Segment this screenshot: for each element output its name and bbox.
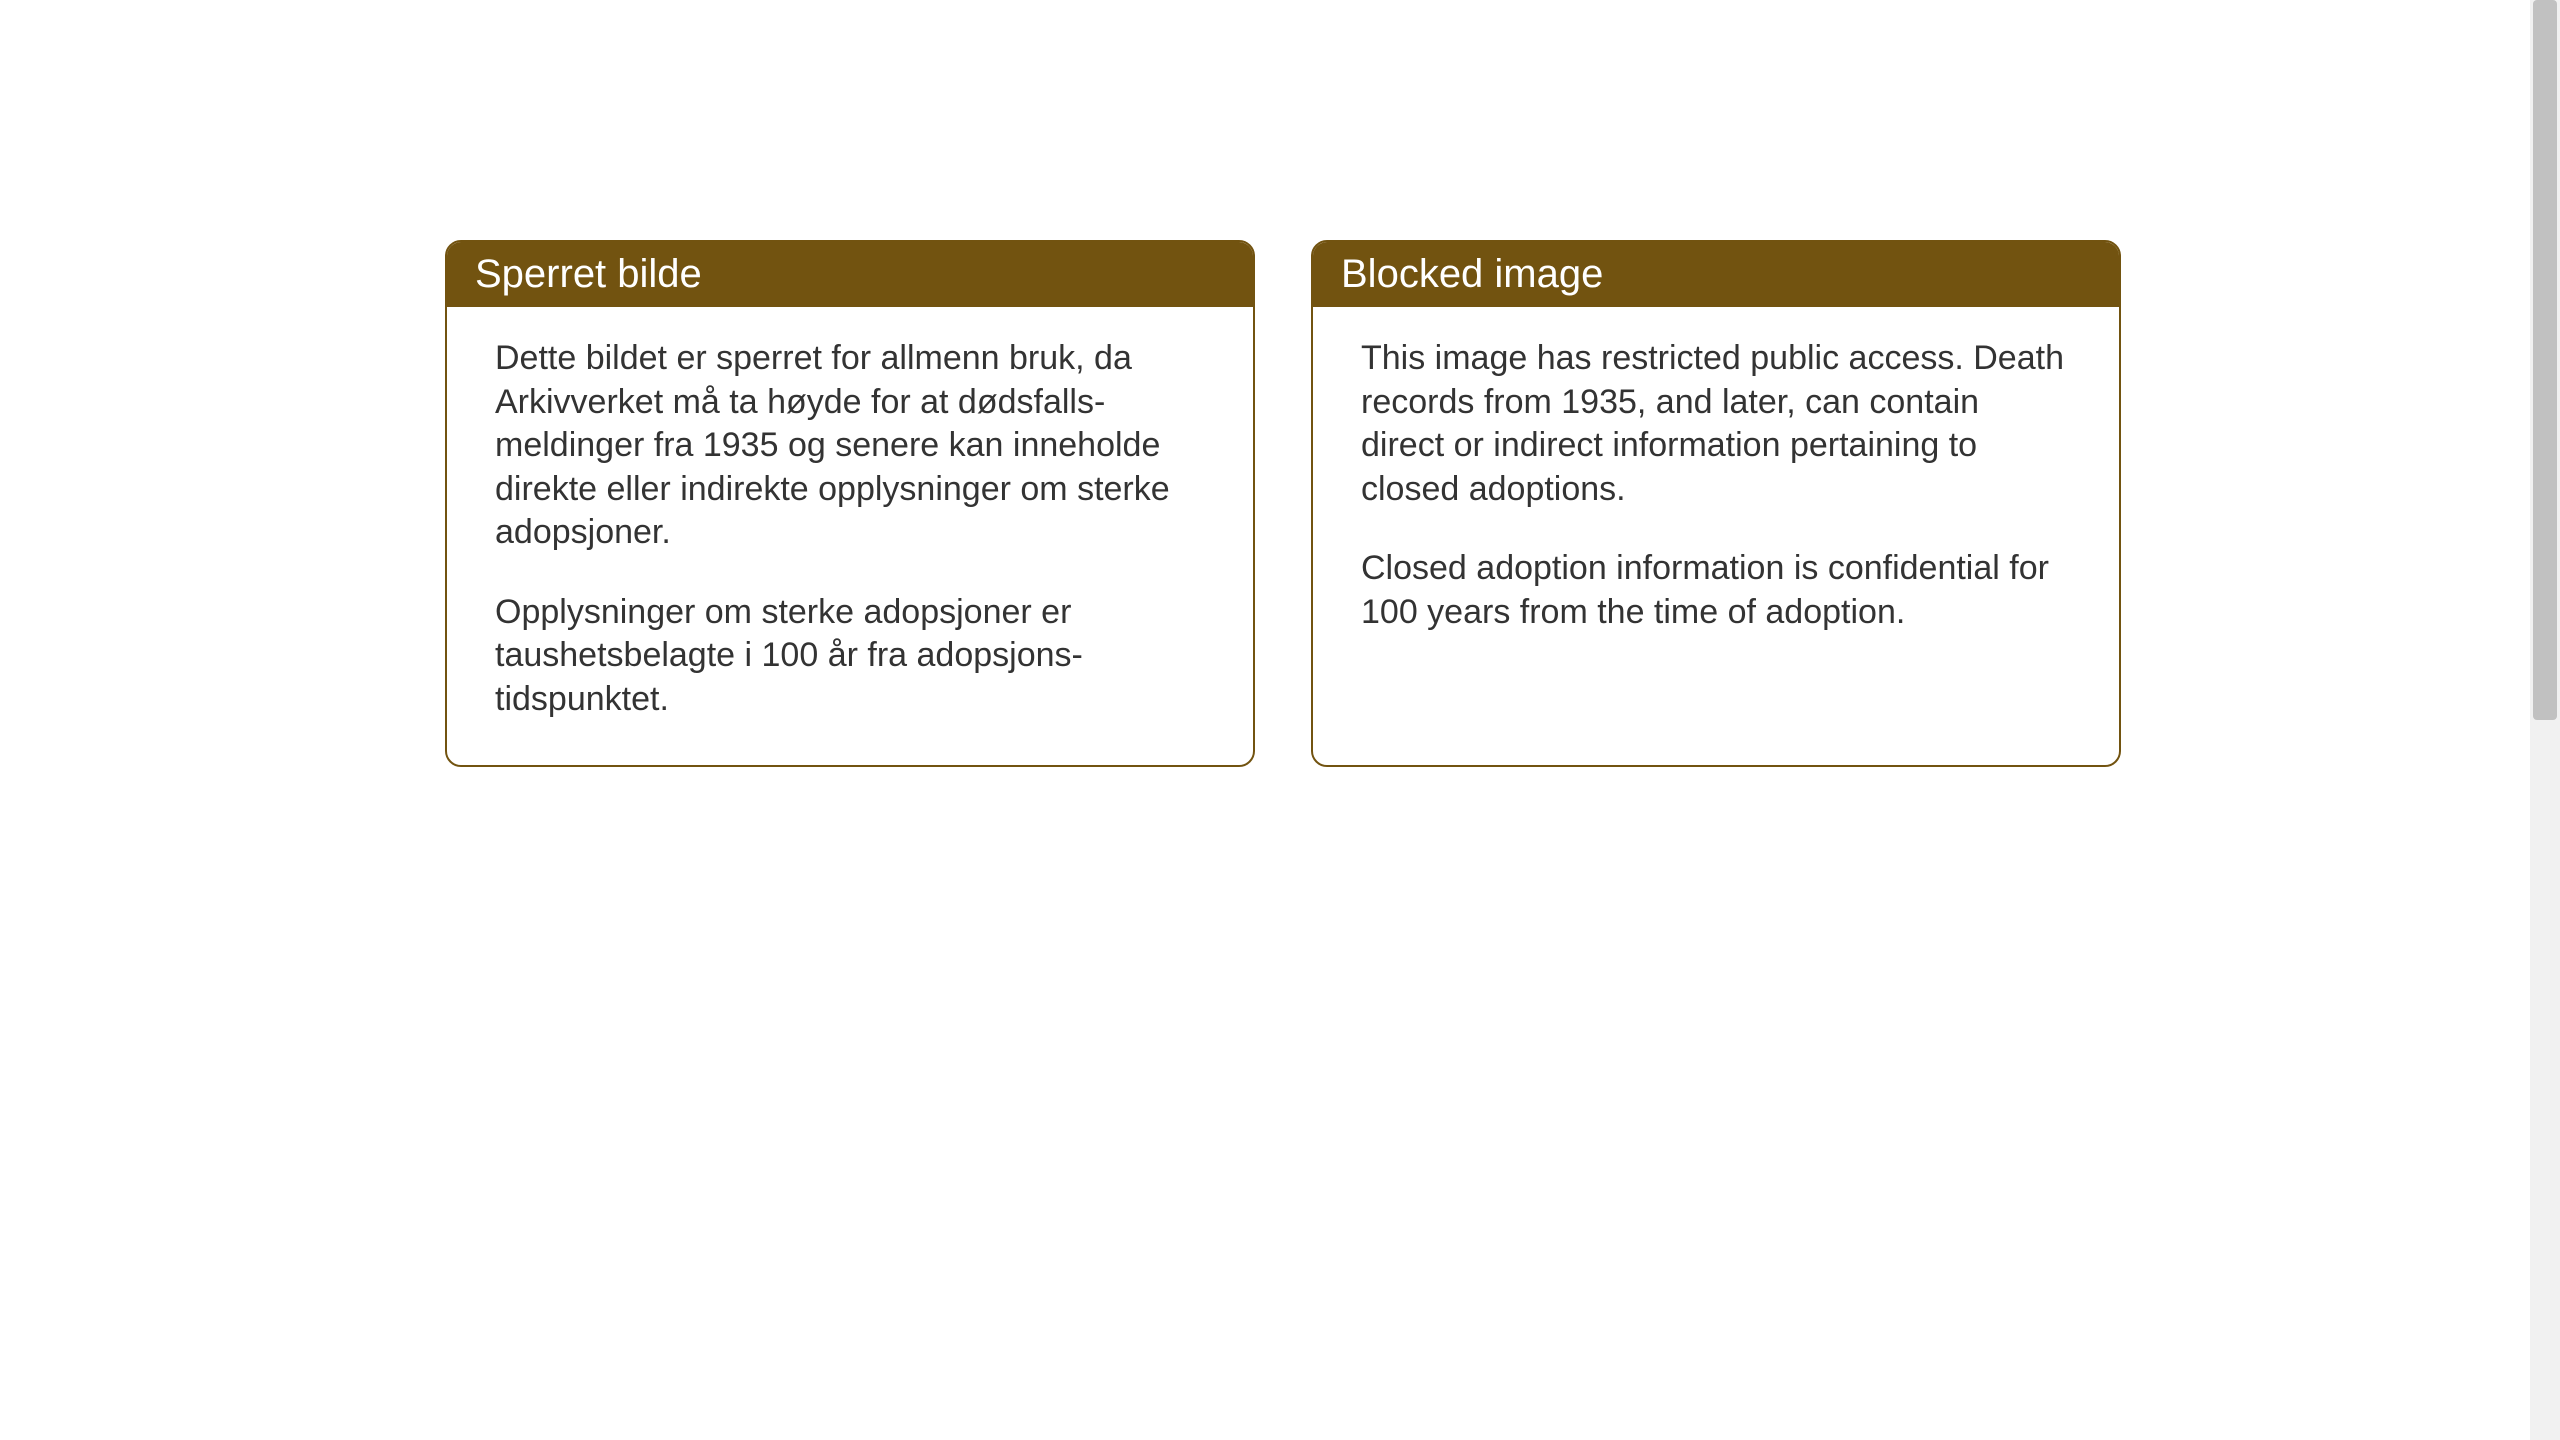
card-body-norwegian: Dette bildet er sperret for allmenn bruk… xyxy=(447,307,1253,765)
vertical-scrollbar[interactable] xyxy=(2530,0,2560,1440)
card-title-english: Blocked image xyxy=(1313,242,2119,307)
notice-card-norwegian: Sperret bilde Dette bildet er sperret fo… xyxy=(445,240,1255,767)
card-body-english: This image has restricted public access.… xyxy=(1313,307,2119,678)
card-title-norwegian: Sperret bilde xyxy=(447,242,1253,307)
card-paragraph: Closed adoption information is confident… xyxy=(1361,547,2071,634)
card-paragraph: Dette bildet er sperret for allmenn bruk… xyxy=(495,337,1205,555)
notice-container: Sperret bilde Dette bildet er sperret fo… xyxy=(445,240,2121,767)
card-paragraph: Opplysninger om sterke adopsjoner er tau… xyxy=(495,591,1205,722)
notice-card-english: Blocked image This image has restricted … xyxy=(1311,240,2121,767)
card-paragraph: This image has restricted public access.… xyxy=(1361,337,2071,511)
scrollbar-thumb[interactable] xyxy=(2533,0,2557,720)
